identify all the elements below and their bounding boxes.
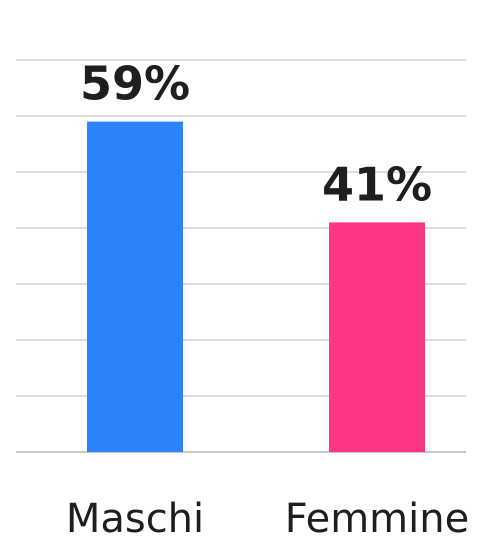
data-label-maschi: 59% xyxy=(80,57,190,111)
bar-femmine xyxy=(329,222,425,452)
bars xyxy=(87,121,425,452)
data-label-femmine: 41% xyxy=(322,157,432,211)
category-label-maschi: Maschi xyxy=(66,496,204,539)
category-label-femmine: Femmine xyxy=(285,496,469,539)
category-labels: Maschi Femmine xyxy=(66,496,469,539)
data-labels: 59% 41% xyxy=(80,57,432,212)
bar-maschi xyxy=(87,121,183,452)
